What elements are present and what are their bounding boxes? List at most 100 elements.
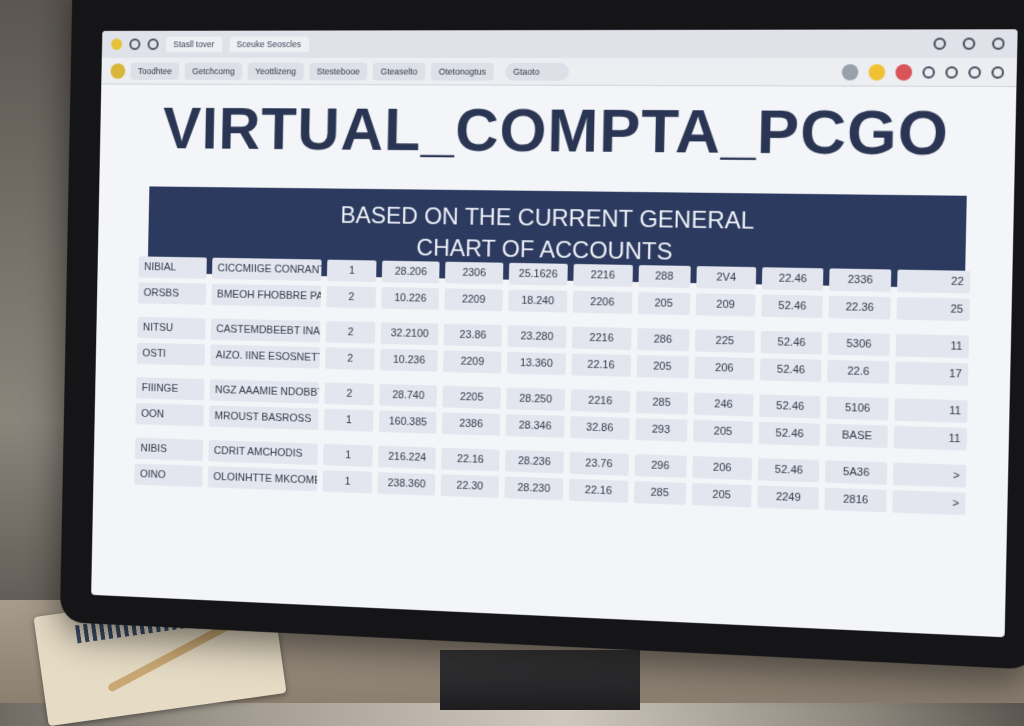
search-input[interactable]: Gtaoto xyxy=(505,62,569,80)
cell-value: 52.46 xyxy=(759,422,820,446)
cell-value: 10.226 xyxy=(382,287,440,310)
star-icon[interactable] xyxy=(868,64,885,80)
back-icon[interactable] xyxy=(110,63,125,78)
toolbar-item-4[interactable]: Stestebooe xyxy=(309,62,368,80)
cell-end: 11 xyxy=(894,426,967,451)
cell-value: 216.224 xyxy=(378,446,436,470)
cell-code: OSTI xyxy=(137,343,205,366)
cell-value: 52.46 xyxy=(758,458,819,482)
cell-value: 28.346 xyxy=(506,414,565,438)
cell-number: 1 xyxy=(327,260,377,282)
cell-value: 22.36 xyxy=(829,296,891,320)
cell-value: 18.240 xyxy=(508,290,567,313)
cell-value: 28.206 xyxy=(382,261,440,284)
row-expand-icon[interactable]: > xyxy=(893,463,966,488)
cell-value: 296 xyxy=(634,454,686,478)
cell-value: 2206 xyxy=(573,291,633,314)
cell-description: CICCMIIGE CONRANTS xyxy=(212,258,322,281)
cell-value: 160.385 xyxy=(379,410,437,433)
cell-description: OLOINHTTE MKCOMEEPINGS xyxy=(208,466,318,491)
home-icon[interactable] xyxy=(129,39,140,51)
row-expand-icon[interactable]: > xyxy=(892,490,965,515)
window-dot-icon[interactable] xyxy=(111,39,122,51)
cell-end: 11 xyxy=(894,398,967,423)
cell-description: MROUST BASROSS xyxy=(209,405,319,430)
cell-value: 2816 xyxy=(825,488,887,513)
cell-value: 52.46 xyxy=(760,358,821,382)
tab-1[interactable]: Stasll tover xyxy=(166,36,222,51)
page-title: VIRTUAL_COMPTA_PCGO xyxy=(154,94,958,170)
cell-number: 1 xyxy=(324,409,374,432)
link-icon[interactable] xyxy=(933,38,946,50)
cell-description: AIZO. IINE ESOSNETT xyxy=(210,345,320,369)
toolbar-item-3[interactable]: Yeottlizeng xyxy=(248,62,304,80)
bookmark-icon[interactable] xyxy=(963,38,976,50)
toolbar-item-6[interactable]: Otetonogtus xyxy=(431,62,494,80)
cell-value: 2216 xyxy=(573,264,633,287)
cell-value: 25.1626 xyxy=(509,263,568,286)
cell-value: 28.230 xyxy=(504,477,563,501)
cell-value: 22.16 xyxy=(571,353,631,376)
cell-number: 1 xyxy=(323,470,373,493)
cell-value: 22.6 xyxy=(827,360,889,384)
cell-end: 22 xyxy=(897,270,970,294)
browser-tab-bar: Stasll tover Sceuke Seoscles xyxy=(102,29,1018,58)
cell-value: 205 xyxy=(693,420,754,444)
cell-code: OINO xyxy=(134,464,202,488)
cell-value: 285 xyxy=(636,391,688,415)
cell-code: NIBIAL xyxy=(138,256,206,278)
cell-code: NIBIS xyxy=(135,438,203,461)
cell-value: 209 xyxy=(695,293,756,316)
record-icon[interactable] xyxy=(842,64,859,80)
cell-description: NGZ AAAMIE NDOBBTS xyxy=(209,379,319,403)
cell-code: FIIINGE xyxy=(136,377,204,400)
cell-value: 22.46 xyxy=(762,267,823,290)
cell-value: 23.280 xyxy=(508,325,567,348)
cell-end: 11 xyxy=(896,334,969,358)
cell-end: 17 xyxy=(895,361,968,385)
cell-value: 13.360 xyxy=(507,352,566,375)
cell-value: 52.46 xyxy=(760,395,821,419)
cell-number: 2 xyxy=(327,286,377,308)
tab-2[interactable]: Sceuke Seoscles xyxy=(229,36,309,52)
cell-value: 22.16 xyxy=(441,448,499,472)
toolbar-item-5[interactable]: Gteaselto xyxy=(373,62,425,80)
cell-value: 206 xyxy=(694,357,755,381)
cell-value: 285 xyxy=(634,481,686,505)
cell-value: 2216 xyxy=(571,389,631,413)
user-icon[interactable] xyxy=(945,66,958,78)
cell-description: BMEOH FHOBBRE PANONWS xyxy=(211,284,321,308)
cell-code: OON xyxy=(136,403,204,426)
cell-number: 2 xyxy=(326,321,376,344)
cell-value: 52.46 xyxy=(761,331,822,355)
cell-value: 293 xyxy=(635,418,687,442)
cell-value: 5106 xyxy=(827,396,889,420)
cell-value: 2386 xyxy=(442,412,500,435)
cell-number: 2 xyxy=(326,347,376,370)
cell-description: CDRIT AMCHODIS xyxy=(208,440,318,465)
screen: Stasll tover Sceuke Seoscles Toodhtee Ge… xyxy=(91,29,1018,637)
settings-icon[interactable] xyxy=(148,38,159,50)
toolbar-item-2[interactable]: Getchcomg xyxy=(185,62,243,79)
cell-value: 28.740 xyxy=(380,384,438,407)
cell-value: 206 xyxy=(692,456,753,480)
cell-value: 52.46 xyxy=(762,295,823,319)
more-icon[interactable] xyxy=(991,66,1004,78)
cell-value: 246 xyxy=(693,393,754,417)
cell-value: 32.2100 xyxy=(381,322,439,345)
cell-value: 2216 xyxy=(572,327,632,350)
shield-icon[interactable] xyxy=(922,66,935,78)
profile-icon[interactable] xyxy=(968,66,981,78)
cell-value: 28.236 xyxy=(505,450,564,474)
toolbar-item-1[interactable]: Toodhtee xyxy=(131,62,180,79)
cell-value: 28.250 xyxy=(506,387,565,410)
cell-value: 22.30 xyxy=(441,474,499,498)
menu-icon[interactable] xyxy=(992,38,1005,50)
cell-number: 2 xyxy=(325,382,375,405)
cell-description: CASTEMDBEEBT INANSTS xyxy=(211,318,321,342)
cell-value: BASE xyxy=(826,424,888,448)
monitor-stand xyxy=(440,650,640,710)
cell-end: 25 xyxy=(897,297,970,321)
cell-value: 23.76 xyxy=(569,452,628,476)
alert-icon[interactable] xyxy=(895,64,912,80)
